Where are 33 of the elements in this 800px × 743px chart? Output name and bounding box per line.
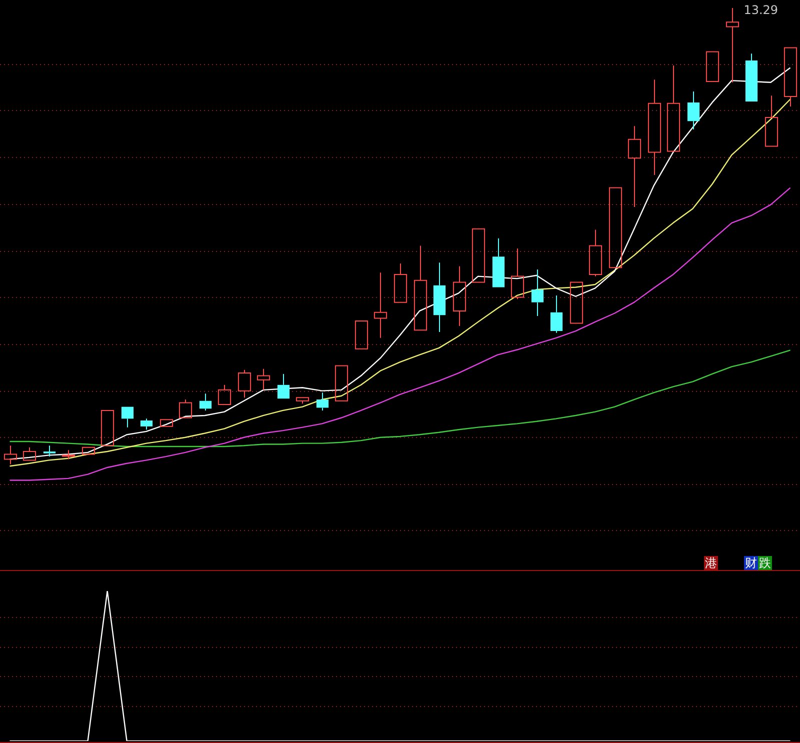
annotation: 13.29 <box>744 3 778 18</box>
candlestick <box>648 79 662 176</box>
candlestick <box>4 445 18 465</box>
candlestick <box>687 91 700 130</box>
candlestick <box>510 248 524 300</box>
candlestick <box>394 263 408 303</box>
candlestick <box>238 369 252 398</box>
text: 港 <box>704 556 718 570</box>
candlestick <box>218 384 232 406</box>
candlestick <box>764 95 778 147</box>
candlestick <box>628 126 642 208</box>
candlestick <box>588 229 602 277</box>
candlestick <box>199 393 212 411</box>
candlestick <box>492 238 505 288</box>
candlestick <box>43 445 56 458</box>
candlestick <box>316 392 329 411</box>
candlestick <box>121 406 134 428</box>
candlestick <box>666 64 680 152</box>
candlestick <box>374 272 388 338</box>
text: 跌 <box>758 556 772 570</box>
candlestick <box>433 262 446 332</box>
candlestick <box>277 373 290 399</box>
candlestick <box>784 47 798 108</box>
candlestick <box>726 8 740 83</box>
candlestick <box>62 450 76 460</box>
candlestick <box>414 245 428 331</box>
candlestick <box>531 268 544 316</box>
candlestick <box>550 294 563 334</box>
candlestick <box>745 53 758 102</box>
text: 财 <box>744 556 758 570</box>
candlestick <box>452 266 466 327</box>
candlestick <box>140 418 153 430</box>
candlestick <box>256 368 270 390</box>
